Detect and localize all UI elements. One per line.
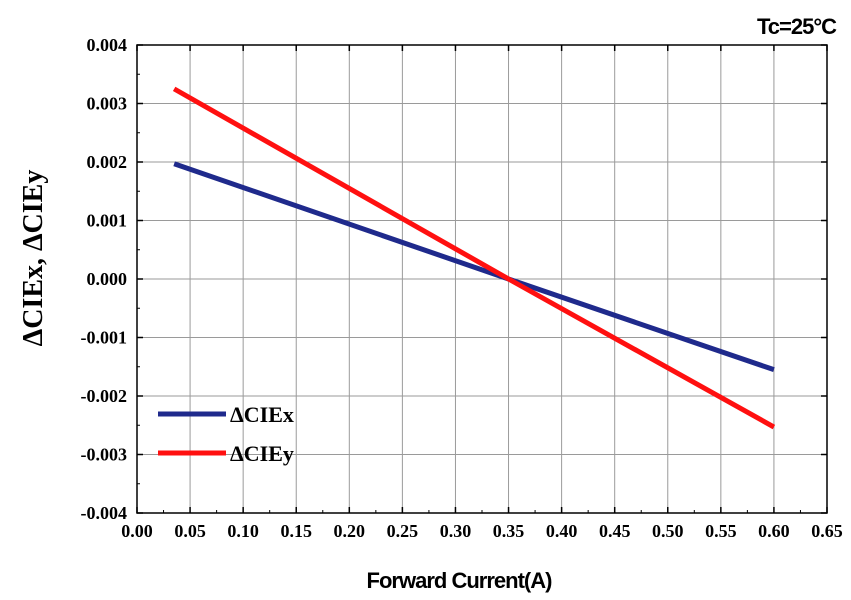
y-tick-label: 0.001 <box>87 211 128 231</box>
x-tick-label: 0.10 <box>227 521 259 541</box>
x-tick-labels: 0.00 0.05 0.10 0.15 0.20 0.25 0.30 0.35 0.40 0.45… <box>121 521 843 541</box>
legend-label-cie-y: ΔCIEy <box>230 441 294 466</box>
series-line-cie-x <box>173 161 775 373</box>
series-line-cie-y <box>172 86 776 430</box>
y-tick-label: -0.003 <box>81 445 128 465</box>
x-tick-label: 0.20 <box>334 521 366 541</box>
y-axis-title: ΔCIEx, ΔCIEy <box>18 170 49 347</box>
x-tick-label: 0.50 <box>652 521 684 541</box>
x-tick-label: 0.15 <box>280 521 312 541</box>
x-tick-label: 0.60 <box>758 521 790 541</box>
x-tick-label: 0.55 <box>705 521 737 541</box>
y-tick-label: -0.002 <box>81 386 128 406</box>
x-tick-label: 0.40 <box>546 521 578 541</box>
grid <box>137 45 827 513</box>
y-tick-label: -0.004 <box>81 503 128 523</box>
x-tick-label: 0.05 <box>174 521 206 541</box>
y-tick-label: 0.003 <box>87 94 128 114</box>
y-tick-label: 0.002 <box>87 152 128 172</box>
tick-marks <box>136 44 828 514</box>
y-tick-label: 0.004 <box>87 35 128 55</box>
x-tick-label: 0.65 <box>811 521 843 541</box>
legend-label-cie-x: ΔCIEx <box>230 402 294 427</box>
x-tick-label: 0.45 <box>599 521 631 541</box>
x-tick-label: 0.30 <box>440 521 472 541</box>
y-tick-label: -0.001 <box>81 328 128 348</box>
y-tick-label: 0.000 <box>87 269 128 289</box>
y-tick-labels: -0.004 -0.003 -0.002 -0.001 0.000 0.001 0.002 0… <box>81 35 128 523</box>
x-axis-title: Forward Current(A) <box>367 568 553 593</box>
x-tick-label: 0.25 <box>387 521 419 541</box>
series-layer <box>172 86 776 430</box>
temperature-annotation: Tc=25°C <box>757 14 837 39</box>
x-tick-label: 0.35 <box>493 521 525 541</box>
x-tick-label: 0.00 <box>121 521 153 541</box>
legend: ΔCIEx ΔCIEy <box>158 402 294 466</box>
